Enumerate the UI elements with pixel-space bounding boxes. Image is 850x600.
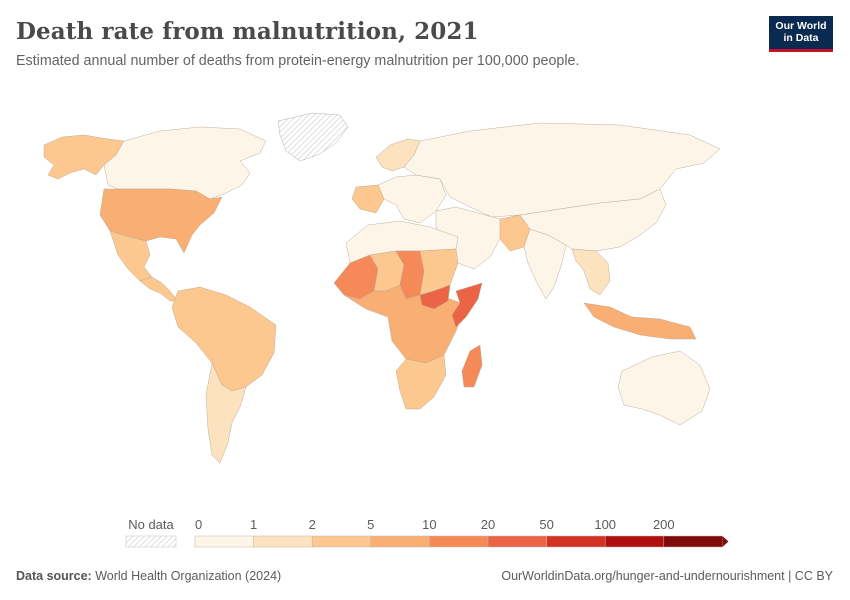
legend-bin-0[interactable] — [194, 535, 254, 548]
legend-no-data-swatch[interactable] — [125, 535, 177, 548]
data-source-text[interactable]: World Health Organization (2024) — [95, 569, 282, 583]
region-southeast-asia[interactable] — [571, 248, 611, 296]
legend-tick-label: 100 — [594, 517, 616, 532]
legend-tick-label: 10 — [422, 517, 436, 532]
region-madagascar[interactable] — [461, 344, 483, 388]
chart-subtitle: Estimated annual number of deaths from p… — [16, 53, 580, 69]
legend-bin-7[interactable] — [604, 535, 665, 548]
region-australia[interactable] — [617, 350, 711, 426]
legend-tick-label: 200 — [653, 517, 675, 532]
logo-line-2: in Data — [783, 31, 819, 44]
legend-tick-label: 20 — [481, 517, 495, 532]
region-somalia[interactable] — [451, 282, 483, 328]
chart-title: Death rate from malnutrition, 2021 — [16, 18, 479, 45]
logo-line-1: Our World — [775, 20, 827, 32]
region-southern-cone[interactable] — [205, 362, 247, 464]
data-source-label: Data source: — [16, 569, 92, 583]
legend-no-data-label: No data — [128, 517, 174, 532]
legend-bin-3[interactable] — [370, 535, 430, 548]
owid-logo[interactable]: Our World in Data — [769, 16, 833, 52]
legend-arrow — [722, 536, 729, 547]
legend-tick-label: 2 — [309, 517, 316, 532]
legend-bin-5[interactable] — [487, 535, 547, 548]
region-canada[interactable] — [103, 126, 267, 200]
legend-tick-label: 50 — [539, 517, 553, 532]
legend-bin-1[interactable] — [253, 535, 313, 548]
legend-bin-2[interactable] — [311, 535, 372, 548]
data-source: Data source: World Health Organization (… — [16, 569, 281, 583]
legend-bin-8[interactable] — [663, 535, 723, 548]
region-greenland[interactable] — [277, 112, 349, 162]
region-russia-central-asia[interactable] — [403, 122, 721, 218]
legend-tick-label: 0 — [195, 517, 202, 532]
region-indonesia[interactable] — [583, 302, 697, 340]
map-legend: No data 0 1 2 5 10 20 50 100 200 — [125, 517, 729, 548]
world-map[interactable] — [0, 95, 850, 505]
footer-url[interactable]: OurWorldinData.org/hunger-and-undernouri… — [501, 569, 833, 583]
region-central-america[interactable] — [139, 276, 179, 302]
legend-tick-label: 1 — [250, 517, 257, 532]
region-south-sudan[interactable] — [419, 284, 451, 310]
region-alaska[interactable] — [43, 134, 125, 180]
legend-bin-4[interactable] — [429, 535, 489, 548]
region-southern-africa[interactable] — [395, 354, 447, 410]
region-sudan[interactable] — [419, 248, 459, 296]
region-china[interactable] — [519, 188, 667, 252]
region-france[interactable] — [351, 184, 385, 214]
legend-bin-6[interactable] — [546, 535, 606, 548]
legend-tick-label: 5 — [367, 517, 374, 532]
region-mexico[interactable] — [109, 230, 153, 282]
region-south-america[interactable] — [171, 286, 277, 392]
